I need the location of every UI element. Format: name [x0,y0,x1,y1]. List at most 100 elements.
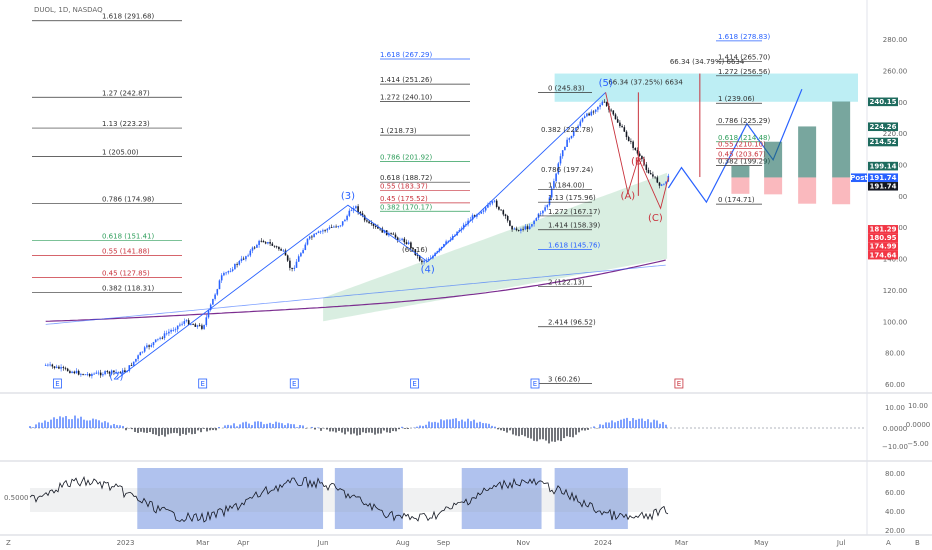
wave-label: (5) [599,78,613,89]
price-tag [868,173,898,183]
target-zone [554,73,858,102]
price-tick: 100.00 [883,318,908,326]
candle-body [520,228,522,232]
candle-body [586,113,588,117]
candle-body [247,255,249,257]
earnings-marker-label: E [200,380,204,388]
candle-body [553,181,555,189]
price-tag-label: 240.15 [869,98,896,106]
candle-body [660,184,663,186]
candle-body [355,206,357,209]
candle-body [185,320,188,322]
candle-body [322,230,324,232]
candle-body [363,215,366,221]
candle-body [421,260,423,263]
candle-body [638,153,641,156]
price-tag-label: 185.30 [869,217,896,225]
candle-body [297,256,300,262]
candle-body [599,104,601,107]
candle-body [445,241,447,245]
candle-body [273,245,276,247]
candle-body [394,234,397,238]
fib-left-label: 0.45 (127.85) [102,270,150,278]
candle-body [163,333,166,339]
candle-body [390,233,392,234]
candle-body [583,116,586,119]
candle-body [407,242,410,245]
candle-body [170,330,172,332]
candle-body [561,150,564,157]
candle-body [575,128,577,131]
candle-body [238,261,241,265]
candle-body [590,111,593,116]
post-badge [851,173,867,183]
candle-body [165,333,168,335]
fib-left-label: 1.13 (223.23) [102,120,150,128]
candle-body [462,224,465,229]
candle-body [381,228,384,233]
candle-body [205,317,208,326]
fib-left-label: 1.618 (291.68) [102,13,154,21]
footer-right-icon: A [886,539,891,547]
price-tag-label: 180.95 [869,234,896,242]
candle-body [286,255,289,261]
candle-body [555,173,557,182]
fib-left-label: 0.618 (151.41) [102,233,154,241]
candle-body [535,218,538,221]
candle-body [374,225,377,227]
candle-body [53,366,56,368]
candle-body [97,372,100,374]
candle-body [234,263,236,270]
macd-tick: 0.0000 [883,425,908,433]
candle-body [262,241,265,243]
earnings-marker [530,378,540,389]
candle-body [240,258,243,262]
candle-body [139,352,142,356]
candle-body [143,347,146,352]
candle-body [495,200,498,207]
candle-body [302,250,304,254]
candle-body [344,219,346,222]
price-tag-label: 174.64 [869,251,896,259]
price-tick: 80.00 [885,350,905,358]
candle-body [531,224,533,227]
fib-right-label: 2 (122.13) [548,279,585,287]
candle-body [542,210,544,214]
candle-body [546,204,549,208]
candle-body [49,364,51,366]
candle-body [64,367,67,369]
candle-body [47,364,49,366]
earnings-marker-label: E [533,380,537,388]
fib-right-label: 1.272 (167.17) [548,208,600,216]
candle-body [119,371,122,374]
candle-body [117,371,120,373]
candle-body [176,325,179,330]
candle-body [187,320,190,325]
candle-body [566,139,568,147]
macd-tick: 10.00 [885,404,905,412]
candle-body [647,169,650,174]
candle-body [317,231,320,233]
candle-body [533,220,535,225]
candle-body [148,345,150,347]
candle-body [225,272,227,274]
fib-middle-label: 0.618 (188.72) [380,174,432,182]
candle-body [509,220,511,226]
price-tag [868,250,898,260]
candle-body [502,210,505,215]
candle-body [84,374,87,376]
candle-body [60,367,62,369]
candle-body [526,226,529,230]
candle-body [80,374,82,375]
candle-body [308,236,311,239]
candle-body [377,226,379,229]
candle-body [58,366,60,369]
time-tick: 2024 [594,539,612,547]
candle-body [315,232,318,235]
candle-body [115,372,117,373]
candle-body [469,219,472,221]
candle-body [643,159,645,165]
candle-body [341,221,344,226]
candle-body [150,345,153,347]
